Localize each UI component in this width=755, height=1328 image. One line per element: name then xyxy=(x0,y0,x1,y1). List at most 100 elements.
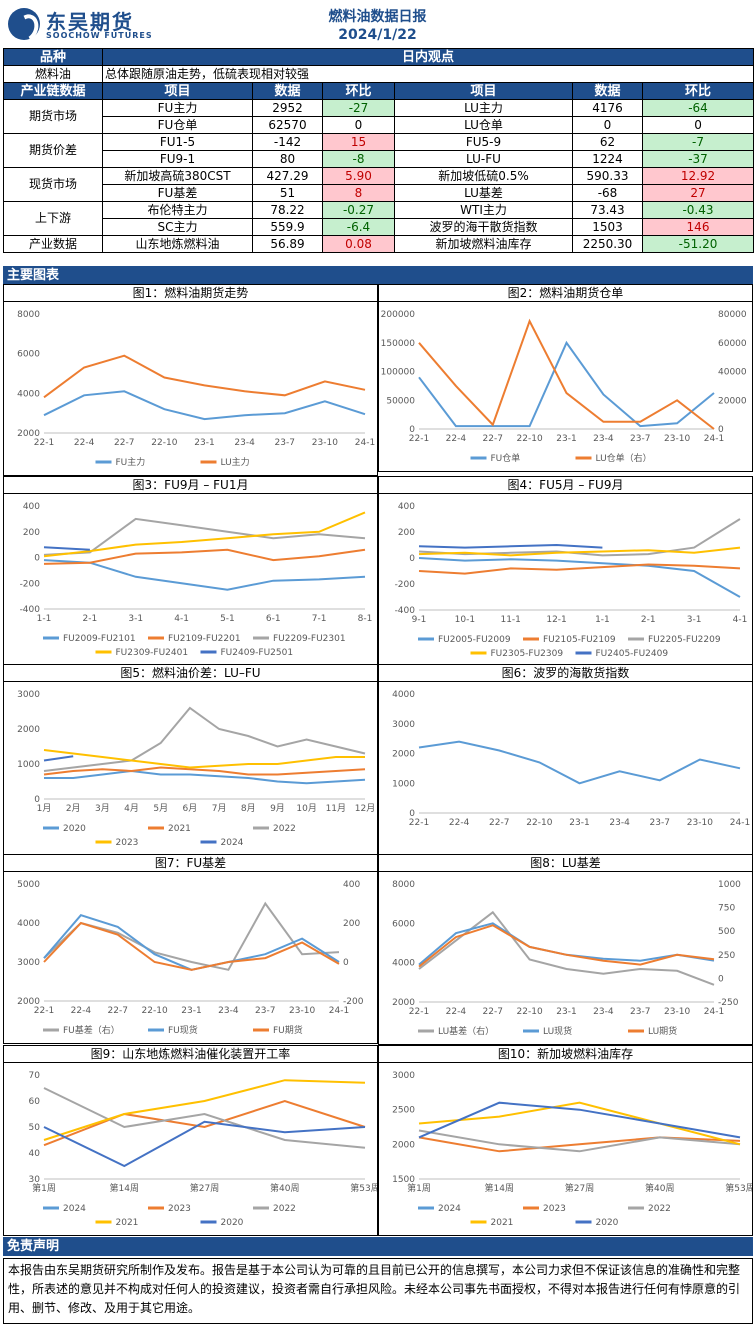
chart-title: 图6：波罗的海散货指数 xyxy=(379,665,752,682)
table-header-2: 数据 xyxy=(252,82,323,100)
series-line-2 xyxy=(418,924,715,968)
y-tick-label: 150000 xyxy=(381,339,416,349)
y-tick-label: 50 xyxy=(29,1123,41,1133)
section-charts: 主要图表 xyxy=(3,266,753,285)
item-name: LU主力 xyxy=(394,99,573,117)
x-tick-label: 7-1 xyxy=(312,614,327,624)
item-value: 78.22 xyxy=(252,201,323,219)
item-change: -0.43 xyxy=(641,201,755,219)
series-line-3 xyxy=(418,546,741,557)
row-group: 现货市场 xyxy=(3,167,103,202)
item-value: 0 xyxy=(572,116,643,134)
series-line-1 xyxy=(43,548,366,565)
y-tick-label: 4000 xyxy=(17,389,40,399)
y-tick-label: 2500 xyxy=(392,1106,415,1116)
item-change: -8 xyxy=(322,150,395,168)
chart-title: 图10：新加坡燃料油库存 xyxy=(379,1046,752,1063)
y2-tick-label: 80000 xyxy=(718,310,747,320)
x-tick-label: 10-1 xyxy=(455,615,475,625)
x-tick-label: 22-10 xyxy=(526,818,552,828)
chart-title: 图8：LU基差 xyxy=(379,855,752,872)
x-tick-label: 23-4 xyxy=(593,434,614,444)
y-tick-label: -400 xyxy=(395,606,416,616)
x-tick-label: 12-1 xyxy=(546,615,566,625)
y-tick-label: 400 xyxy=(398,502,415,512)
item-value: 51 xyxy=(252,184,323,202)
series-line-2 xyxy=(43,921,340,971)
item-value: 56.89 xyxy=(252,235,323,253)
item-change: 0 xyxy=(322,116,395,134)
item-change: 146 xyxy=(641,218,755,236)
legend-label: 2021 xyxy=(116,1218,139,1228)
legend-label: 2023 xyxy=(168,1204,191,1214)
item-name: FU1-5 xyxy=(102,133,253,151)
y-tick-label: 200 xyxy=(398,528,415,538)
item-value: -142 xyxy=(252,133,323,151)
x-tick-label: 22-1 xyxy=(409,818,429,828)
chart-panel-8: 图8：LU基差 8000 6000 4000 2000 1000 750 500 250 0 -25… xyxy=(378,854,753,1045)
row-group: 产业数据 xyxy=(3,235,103,253)
item-value: 427.29 xyxy=(252,167,323,185)
x-tick-label: 22-1 xyxy=(34,1006,54,1016)
y2-tick-label: 60000 xyxy=(718,339,747,349)
chart-panel-3: 图3：FU9月 – FU1月 400 200 0 -200 -400 1-1 2-1 3-1 4-… xyxy=(3,476,378,666)
y-tick-label: 0 xyxy=(34,554,40,564)
legend-label: LU仓单（右） xyxy=(596,452,652,464)
y-tick-label: 200000 xyxy=(381,310,416,320)
item-value: 1224 xyxy=(572,150,643,168)
legend-label: FU主力 xyxy=(116,456,146,468)
table-header-1: 项目 xyxy=(102,82,253,100)
x-tick-label: 22-10 xyxy=(517,434,543,444)
y2-tick-label: 200 xyxy=(343,919,360,929)
legend-label: 2024 xyxy=(438,1204,461,1214)
legend-label: 2020 xyxy=(63,824,86,834)
item-name: 布伦特主力 xyxy=(102,201,253,219)
y-tick-label: 8000 xyxy=(17,310,40,320)
x-tick-label: 2-1 xyxy=(641,615,656,625)
row-group: 上下游 xyxy=(3,201,103,236)
legend-label: FU仓单 xyxy=(491,452,521,464)
item-change: 0 xyxy=(641,116,755,134)
row-group: 期货市场 xyxy=(3,99,103,134)
y-tick-label: 8000 xyxy=(392,880,415,890)
chart-panel-2: 图2：燃料油期货仓单 200000 150000 100000 50000 0 80000 6… xyxy=(378,284,753,472)
x-tick-label: 23-10 xyxy=(664,1007,690,1017)
item-value: 590.33 xyxy=(572,167,643,185)
y-tick-label: 4000 xyxy=(392,690,415,700)
item-change: -51.20 xyxy=(641,235,755,253)
chart-panel-9: 图9：山东地炼燃料油催化装置开工率 70 60 50 40 30 第1周 第14周 第27周 第4… xyxy=(3,1045,378,1236)
legend-label: 2022 xyxy=(273,824,296,834)
x-tick-label: 11月 xyxy=(326,803,346,814)
item-name: 新加坡高硫380CST xyxy=(102,167,253,185)
x-tick-label: 4月 xyxy=(124,803,139,814)
item-change: 0.08 xyxy=(322,235,395,253)
logo-cn: 东吴期货 xyxy=(46,10,134,34)
view-text: 总体跟随原油走势，低硫表现相对较强 xyxy=(101,65,755,83)
item-name: LU仓单 xyxy=(394,116,573,134)
y-tick-label: 40 xyxy=(29,1149,41,1159)
legend-label: LU主力 xyxy=(221,456,250,468)
x-tick-label: 1月 xyxy=(37,803,52,814)
chart-panel-5: 图5：燃料油价差：LU–FU 3000 2000 1000 0 1月 2月 3月 4月 5月 6月 7… xyxy=(3,664,378,856)
y-tick-label: 30 xyxy=(29,1175,41,1185)
series-line-1 xyxy=(418,318,715,430)
y-tick-label: 2000 xyxy=(17,429,40,439)
x-tick-label: 4-1 xyxy=(174,614,189,624)
legend-label: FU2109-FU2201 xyxy=(168,634,241,644)
table-row: FU9-1 80 -8 LU-FU 1224 -37 xyxy=(4,150,755,168)
data-table: 品种 日内观点 燃料油 总体跟随原油走势，低硫表现相对较强 产业链数据 项目 数据环… xyxy=(3,48,755,253)
logo-en: SOOCHOW FUTURES xyxy=(46,31,153,40)
series-line-3 xyxy=(418,1101,741,1146)
x-tick-label: 2-1 xyxy=(83,614,98,624)
item-name: 新加坡燃料油库存 xyxy=(394,235,573,253)
x-tick-label: 22-10 xyxy=(517,1007,543,1017)
series-line-1 xyxy=(418,1136,741,1153)
legend-label: 2023 xyxy=(116,838,139,848)
legend-label: FU2009-FU2101 xyxy=(63,634,136,644)
x-tick-label: 3月 xyxy=(95,803,110,814)
y-tick-label: 0 xyxy=(409,809,415,819)
y-tick-label: 400 xyxy=(23,502,40,512)
y2-tick-label: 0 xyxy=(718,974,724,984)
